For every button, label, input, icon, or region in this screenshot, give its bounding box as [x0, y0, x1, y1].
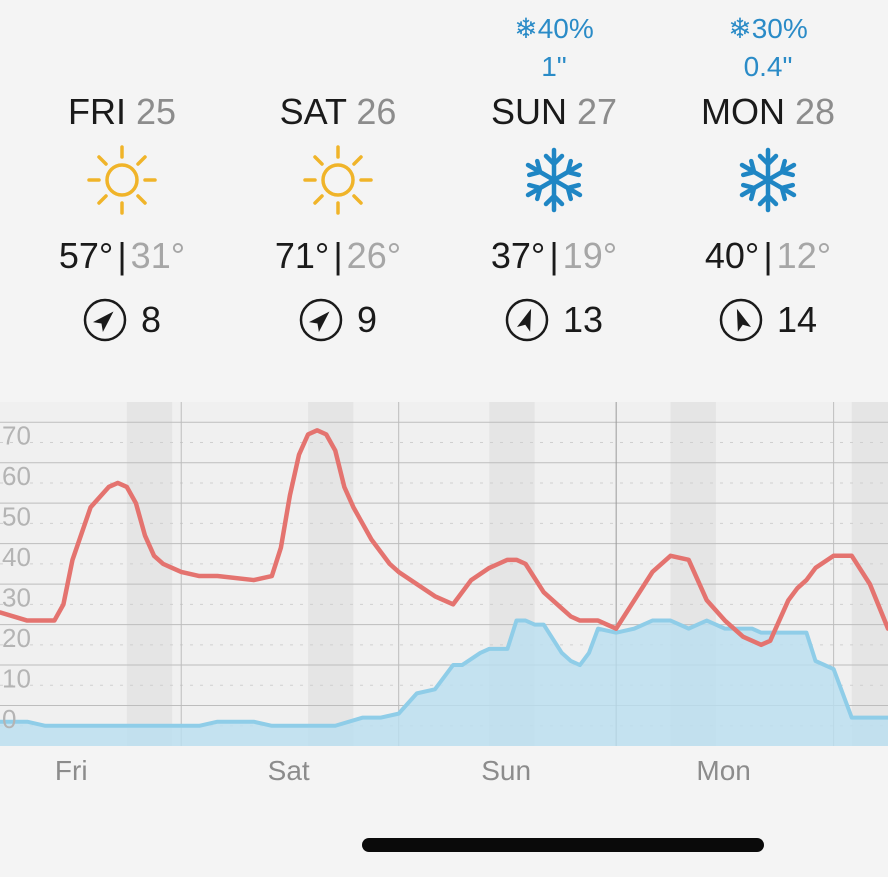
day-title: FRI 25 [12, 90, 232, 134]
wind-direction-icon [505, 298, 549, 342]
day-title: SAT 26 [228, 90, 448, 134]
snowflake-icon [514, 140, 594, 220]
wind: 14 [658, 298, 878, 342]
day-date: 26 [356, 91, 397, 132]
precipitation-line [0, 618, 888, 728]
high-temp: 37° [490, 235, 546, 276]
snowflake-icon [728, 140, 808, 220]
day-date: 27 [576, 91, 618, 132]
night-band [308, 402, 354, 746]
precip-probability: ❄40% [514, 13, 594, 44]
y-tick-label: 40 [2, 542, 31, 572]
temperatures: 57° | 31° [58, 235, 186, 276]
day-fri[interactable]: FRI 25 57° | 31° 8 [12, 0, 232, 360]
x-tick-label: Fri [55, 755, 88, 786]
y-tick-label: 0 [2, 704, 16, 734]
day-name: SAT [279, 91, 347, 132]
precip-probability: ❄30% [728, 13, 808, 44]
wind-speed: 8 [140, 299, 162, 340]
y-tick-label: 20 [2, 623, 31, 653]
day-title: SUN 27 [444, 90, 664, 134]
day-date: 28 [794, 91, 836, 132]
y-tick-label: 10 [2, 663, 31, 693]
low-temp: 19° [562, 235, 618, 276]
day-title: MON 28 [658, 90, 878, 134]
wind-direction-icon [83, 298, 127, 342]
y-tick-label: 50 [2, 501, 31, 531]
wind: 13 [444, 298, 664, 342]
high-temp: 40° [704, 235, 760, 276]
temperatures: 40° | 12° [704, 235, 832, 276]
home-indicator[interactable] [362, 838, 764, 852]
sun-icon [82, 140, 162, 220]
temperatures: 71° | 26° [274, 235, 402, 276]
high-temp: 57° [58, 235, 114, 276]
night-band [126, 402, 173, 746]
wind-direction-icon [719, 298, 763, 342]
wind-speed: 13 [562, 299, 604, 340]
day-mon[interactable]: ❄30% 0.4" MON 28 40° | 12° 14 [658, 0, 878, 360]
day-date: 25 [135, 91, 177, 132]
wind-direction-icon [299, 298, 343, 342]
low-temp: 12° [776, 235, 832, 276]
x-tick-label: Sat [268, 755, 310, 786]
high-temp: 71° [274, 235, 330, 276]
temperatures: 37° | 19° [490, 235, 618, 276]
day-name: MON [700, 91, 785, 132]
wind-speed: 9 [356, 299, 378, 340]
precipitation-area [0, 620, 888, 746]
precip-amount: 0.4" [743, 51, 793, 82]
day-name: SUN [490, 91, 567, 132]
x-tick-label: Sun [481, 755, 531, 786]
day-name: FRI [67, 91, 126, 132]
day-sat[interactable]: SAT 26 71° | 26° 9 [228, 0, 448, 360]
x-tick-label: Mon [696, 755, 750, 786]
y-tick-label: 30 [2, 582, 31, 612]
day-sun[interactable]: ❄40% 1" SUN 27 37° | 19° 13 [444, 0, 664, 360]
temperature-line [0, 428, 888, 648]
night-band [851, 402, 888, 746]
wind-speed: 14 [776, 299, 818, 340]
low-temp: 26° [346, 235, 402, 276]
sun-icon [298, 140, 378, 220]
y-tick-label: 70 [2, 420, 31, 450]
y-tick-label: 60 [2, 461, 31, 491]
hourly-chart[interactable]: 70 60 50 40 30 20 10 0 Fri Sat Sun Mon [0, 400, 888, 800]
wind: 9 [228, 298, 448, 342]
wind: 8 [12, 298, 232, 342]
precip-amount: 1" [541, 51, 567, 82]
low-temp: 31° [130, 235, 186, 276]
